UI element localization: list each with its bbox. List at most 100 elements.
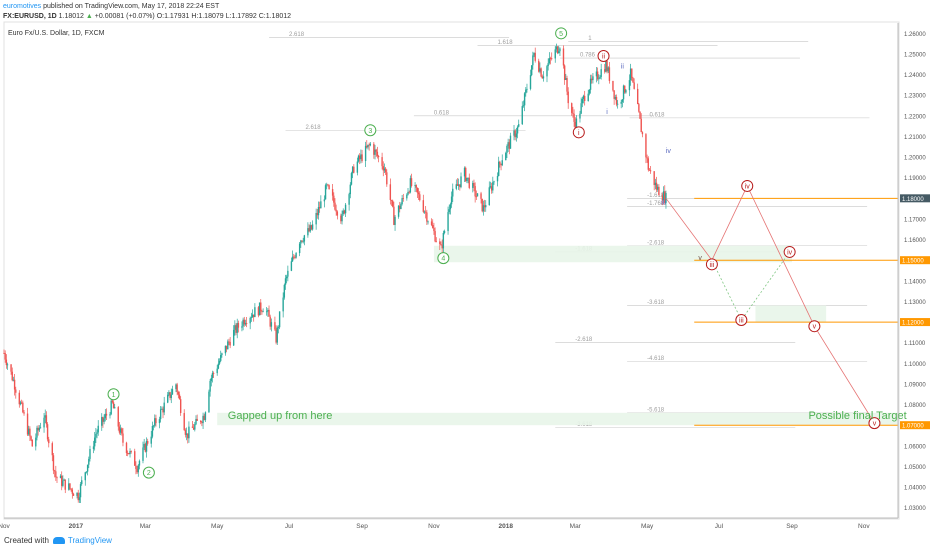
candle-body (79, 484, 82, 498)
candle-body (130, 451, 132, 452)
price-tick-label: 1.14000 (904, 279, 926, 285)
candle-body (344, 204, 347, 214)
price-tick-label: 1.23000 (904, 94, 926, 100)
candle-body (547, 63, 549, 67)
candle-body (614, 97, 617, 99)
candle-body (46, 424, 49, 440)
candle-body (657, 186, 659, 190)
candle-body (463, 167, 466, 177)
candle-body (658, 186, 660, 196)
candle-body (142, 447, 144, 461)
candle-body (144, 443, 147, 452)
candle-body (162, 408, 164, 413)
wave-label-circle (555, 27, 568, 40)
price-tick-label: 1.17000 (904, 217, 926, 223)
candles-layer (3, 43, 667, 504)
time-axis[interactable]: Nov 2017 Mar May Jul Sep Nov 2018 Mar May Jul Sep No… (0, 517, 898, 530)
candle-body (625, 90, 627, 93)
candle-body (218, 360, 221, 364)
candle-body (632, 78, 634, 83)
candle-body (475, 196, 478, 198)
candle-body (581, 98, 584, 104)
chart-border (3, 21, 900, 520)
tradingview-logo-icon (52, 537, 65, 545)
candle-body (573, 113, 575, 122)
candle-body (649, 170, 652, 172)
candle-body (307, 228, 309, 236)
candle-body (320, 201, 322, 209)
price-tick-label: 1.21000 (904, 135, 926, 141)
publish-line: euromotives published on TradingView.com… (3, 2, 219, 12)
candle-body (612, 80, 614, 91)
candle-body (366, 145, 368, 148)
candle-body (481, 198, 483, 212)
candle-body (81, 480, 83, 485)
price-tick-label: 1.04000 (904, 486, 926, 492)
candle-body (20, 402, 23, 404)
price-marker-label: 1.18000 (902, 197, 924, 203)
price-tick-label: 1.03000 (904, 506, 926, 512)
ohlc-line: FX:EURUSD, 1D 1.18012 ▲ +0.00081 (+0.07%… (3, 12, 291, 22)
candle-body (664, 191, 666, 203)
candle-body (12, 379, 15, 381)
candle-body (78, 497, 81, 501)
candle-body (390, 199, 393, 201)
candle-body (349, 184, 351, 195)
candle-body (287, 270, 289, 277)
candle-body (607, 67, 609, 72)
candle-body (76, 492, 78, 496)
candle-body (563, 65, 566, 80)
price-marker (900, 194, 930, 203)
candle-body (636, 88, 639, 105)
candle-body (117, 407, 119, 427)
support-zone (217, 412, 899, 426)
candle-body (542, 76, 545, 79)
candle-body (55, 471, 57, 478)
candle-body (500, 163, 502, 166)
candle-body (496, 175, 499, 182)
candle-body (641, 132, 644, 135)
fib-label: 2.618 (289, 32, 305, 38)
candle-body (406, 194, 408, 199)
candle-body (28, 428, 30, 435)
author-link[interactable]: euromotives (3, 3, 42, 10)
candle-body (145, 440, 148, 452)
candle-body (143, 443, 145, 448)
candle-body (342, 210, 344, 214)
candle-body (11, 371, 13, 381)
candle-body (196, 418, 198, 421)
candle-body (452, 188, 454, 197)
candle-body (111, 400, 114, 403)
close-value: 1.18012 (265, 13, 292, 20)
candle-body (154, 418, 156, 426)
price-axis[interactable]: 1.26000 1.25000 1.24000 1.23000 1.22000 1.210… (897, 23, 930, 518)
candle-body (490, 186, 493, 191)
candle-body (31, 439, 33, 447)
wave-label: 5 (559, 31, 563, 38)
price-tick-label: 1.24000 (904, 73, 926, 79)
candle-body (567, 91, 569, 104)
candle-body (397, 205, 400, 217)
fib-layer: 2.6182.6180.618-1.618-1.768-2.618-1.618-… (269, 32, 870, 428)
candle-body (583, 95, 586, 101)
high-label: H: (191, 13, 199, 20)
candle-body (613, 90, 615, 99)
candle-body (539, 68, 541, 72)
candle-body (629, 68, 632, 81)
wave-label: i (606, 109, 608, 116)
tradingview-link[interactable]: TradingView (67, 536, 112, 545)
candle-body (473, 182, 475, 187)
candle-body (260, 302, 262, 312)
price-tick-label: 1.25000 (904, 52, 926, 58)
wave-label-circle (364, 124, 377, 137)
last-price: 1.18012 (58, 13, 84, 20)
candle-body (465, 167, 467, 182)
fib-label: -1.768 (647, 201, 665, 207)
candle-body (77, 492, 79, 501)
wave-label: iii (710, 262, 715, 269)
candle-body (580, 103, 582, 114)
candle-body (449, 204, 452, 210)
candle-body (374, 149, 376, 155)
candle-body (499, 161, 501, 164)
